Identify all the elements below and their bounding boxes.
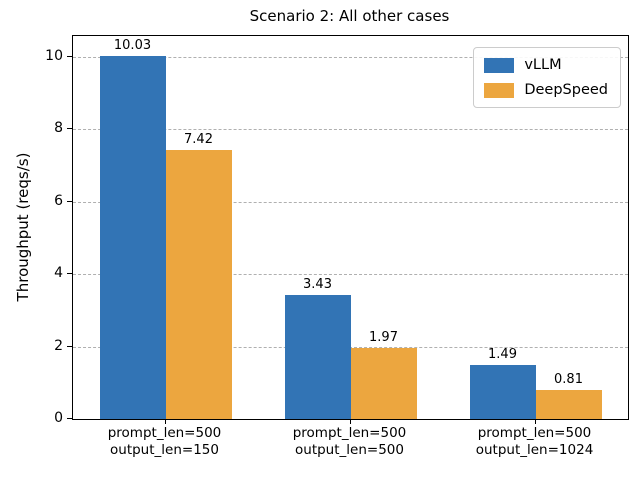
y-tick-label: 2 (54, 337, 63, 354)
y-tick-mark (67, 128, 72, 130)
bar-value-label: 3.43 (303, 276, 332, 292)
y-tick-label: 4 (54, 265, 63, 282)
legend-entry-vllm: vLLM (484, 57, 608, 73)
y-tick-mark (67, 55, 72, 57)
legend-entry-deepspeed: DeepSpeed (484, 82, 608, 98)
bar-deepspeed-group2 (350, 347, 417, 419)
legend-label-deepspeed: DeepSpeed (524, 82, 608, 98)
y-tick-label: 0 (54, 410, 63, 426)
bar-value-label: 1.49 (488, 347, 517, 363)
x-tick-mark (349, 419, 351, 424)
gridline-y2 (73, 346, 628, 348)
y-axis-label: Throughput (reqs/s) (14, 152, 32, 302)
bar-value-label: 7.42 (184, 132, 213, 148)
x-tick-label-group2: prompt_len=500 output_len=500 (292, 425, 407, 458)
y-tick-mark (67, 345, 72, 347)
y-tick-label: 6 (54, 192, 63, 209)
bar-vllm-group1 (99, 55, 166, 419)
x-tick-label-group3: prompt_len=500 output_len=1024 (475, 425, 594, 458)
y-tick-label: 10 (45, 47, 63, 64)
bar-value-label: 10.03 (113, 37, 152, 53)
bar-value-label: 0.81 (554, 371, 583, 387)
gridline-y4 (73, 274, 628, 276)
x-tick-mark (534, 419, 536, 424)
bar-deepspeed-group1 (165, 150, 232, 419)
legend-label-vllm: vLLM (524, 57, 562, 73)
gridline-y8 (73, 129, 628, 131)
bar-vllm-group3 (469, 365, 536, 419)
x-tick-mark (164, 419, 166, 424)
y-tick-label: 8 (54, 120, 63, 137)
gridline-y10 (73, 56, 628, 58)
bar-vllm-group2 (284, 294, 351, 419)
plot-area: 10.03 7.42 3.43 1.97 1.49 0.81 vLLM DeepSpeed (72, 35, 629, 420)
y-tick-mark (67, 418, 72, 419)
deepspeed-color-swatch (484, 82, 515, 98)
vllm-color-swatch (484, 57, 515, 73)
legend: vLLM DeepSpeed (473, 47, 621, 108)
y-tick-mark (67, 273, 72, 275)
gridline-y6 (73, 201, 628, 203)
x-tick-label-group1: prompt_len=500 output_len=150 (107, 425, 222, 458)
y-tick-mark (67, 200, 72, 202)
chart-title: Scenario 2: All other cases (249, 7, 450, 25)
bar-deepspeed-group3 (535, 389, 602, 419)
bar-value-label: 1.97 (369, 329, 398, 345)
